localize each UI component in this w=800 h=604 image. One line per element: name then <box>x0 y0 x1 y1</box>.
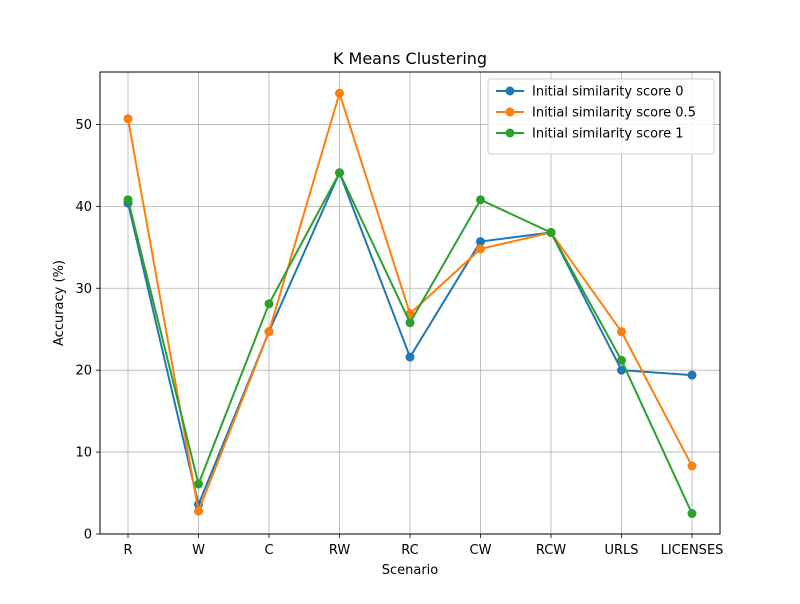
legend-marker <box>505 86 515 96</box>
series-1 <box>123 88 697 516</box>
legend-label: Initial similarity score 0.5 <box>532 106 696 121</box>
x-tick-label: CW <box>470 543 492 558</box>
data-point <box>617 355 626 365</box>
legend-marker <box>505 107 515 117</box>
data-point <box>476 195 485 205</box>
data-point <box>476 237 485 247</box>
y-axis-label: Accuracy (%) <box>52 260 67 346</box>
chart-title: K Means Clustering <box>333 49 487 68</box>
legend: Initial similarity score 0 Initial simila… <box>487 78 715 155</box>
data-point <box>617 327 626 337</box>
data-point <box>335 88 344 98</box>
x-tick-label: RW <box>329 543 351 558</box>
x-tick-label: RC <box>401 543 418 558</box>
data-point <box>264 299 274 309</box>
data-point <box>264 327 274 337</box>
x-tick-label: RCW <box>536 543 566 558</box>
data-point <box>335 168 344 178</box>
data-point <box>687 461 697 471</box>
y-tick-label: 10 <box>75 446 92 461</box>
x-tick-label: URLS <box>604 543 638 558</box>
data-point <box>617 365 626 375</box>
series-2 <box>123 168 697 519</box>
x-tick-label: W <box>192 543 205 558</box>
data-point <box>123 195 133 205</box>
x-tick-label: LICENSES <box>661 543 724 558</box>
data-point <box>194 479 203 489</box>
data-point <box>194 506 203 516</box>
data-point <box>687 370 697 380</box>
data-point <box>123 114 133 124</box>
y-tick-label: 0 <box>84 528 92 543</box>
y-tick-label: 30 <box>75 282 92 297</box>
legend-marker <box>505 128 515 138</box>
y-tick-label: 40 <box>75 200 92 215</box>
x-tick-label: C <box>264 543 273 558</box>
legend-label: Initial similarity score 0 <box>532 85 684 100</box>
x-tick-label: R <box>123 543 132 558</box>
series-lines <box>123 88 697 519</box>
data-point <box>546 228 556 238</box>
y-tick-label: 50 <box>75 118 92 133</box>
x-axis-label: Scenario <box>382 563 439 578</box>
data-point <box>405 318 415 328</box>
data-point <box>687 509 697 519</box>
legend-label: Initial similarity score 1 <box>532 127 684 142</box>
y-tick-label: 20 <box>75 364 92 379</box>
data-point <box>476 244 485 254</box>
data-point <box>405 352 415 362</box>
legend-box <box>487 78 715 155</box>
